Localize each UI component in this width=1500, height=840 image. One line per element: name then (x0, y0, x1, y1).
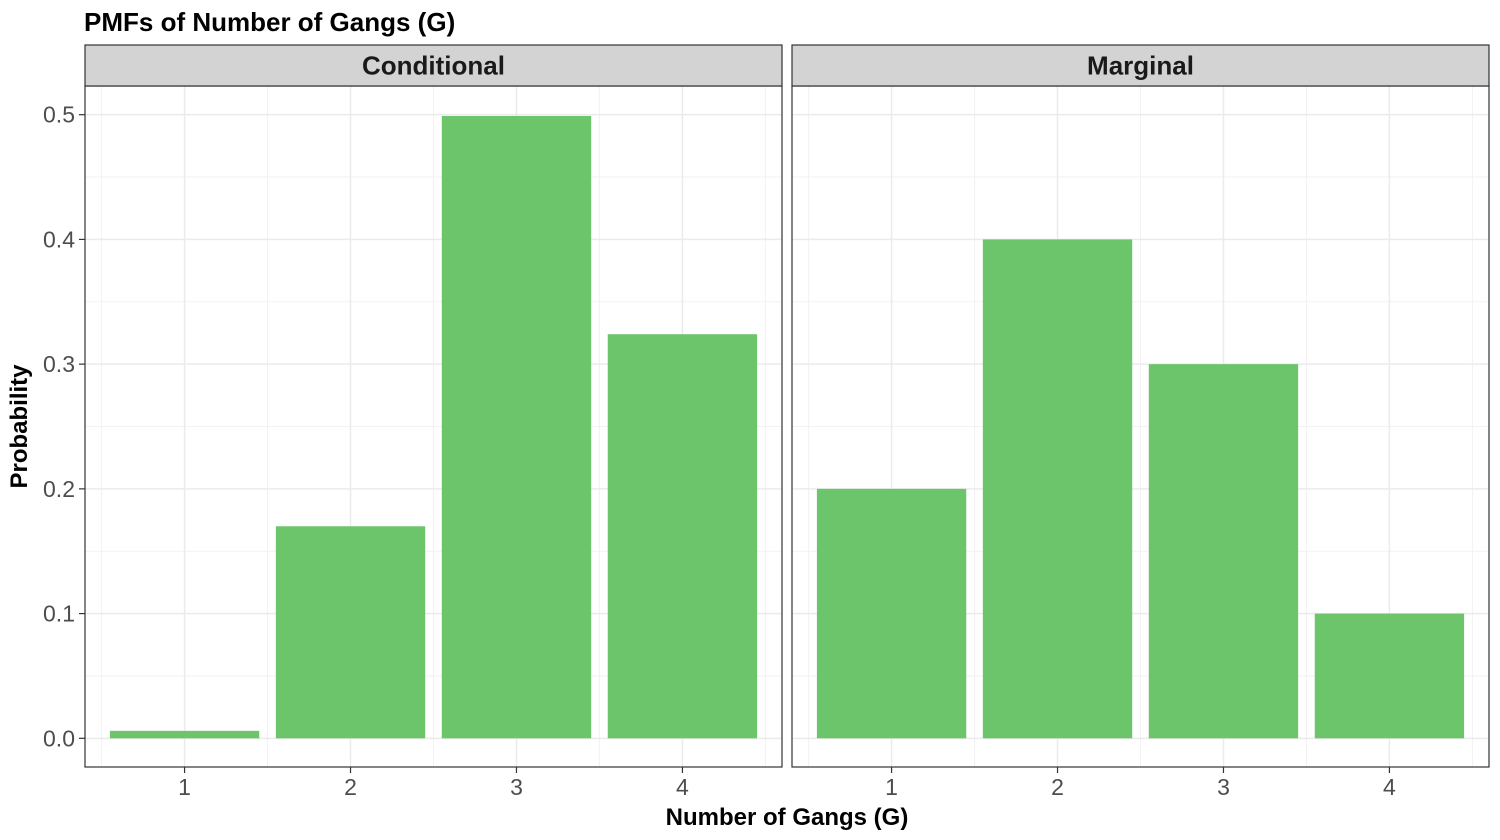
y-tick-label: 0.3 (43, 351, 75, 377)
y-tick-label: 0.5 (43, 102, 75, 128)
y-tick-label: 0.4 (43, 226, 75, 252)
y-tick-label: 0.0 (43, 725, 75, 751)
bar-marginal-4 (1314, 613, 1465, 739)
x-tick-label: 4 (1383, 774, 1396, 800)
y-axis-title: Probability (6, 364, 33, 489)
x-tick-label: 2 (344, 774, 357, 800)
facet-panel-marginal: Marginal 1 2 3 4 (791, 44, 1490, 800)
facet-panel-conditional: Conditional 1 2 3 4 (84, 44, 783, 800)
x-tick-label: 1 (885, 774, 898, 800)
bar-conditional-4 (607, 334, 758, 739)
x-tick-label: 3 (510, 774, 523, 800)
y-tick-label: 0.1 (43, 601, 75, 627)
facet-strip (791, 44, 1490, 87)
bar-conditional-2 (275, 526, 426, 739)
bar-marginal-3 (1148, 364, 1299, 739)
x-tick-label: 4 (676, 774, 689, 800)
x-tick-label: 2 (1051, 774, 1064, 800)
y-axis: 0.0 0.1 0.2 0.3 0.4 0.5 (43, 102, 85, 751)
bar-conditional-3 (441, 115, 592, 739)
facet-strip (84, 44, 783, 87)
y-tick-label: 0.2 (43, 476, 75, 502)
bar-conditional-1 (109, 730, 260, 739)
x-tick-label: 3 (1217, 774, 1230, 800)
bar-marginal-2 (982, 239, 1133, 739)
facet-strip-label: Marginal (1087, 51, 1194, 81)
x-axis-title: Number of Gangs (G) (666, 804, 909, 831)
bar-marginal-1 (816, 488, 967, 739)
facet-strip-label: Conditional (362, 51, 505, 81)
x-tick-label: 1 (178, 774, 191, 800)
chart-title: PMFs of Number of Gangs (G) (84, 7, 455, 37)
